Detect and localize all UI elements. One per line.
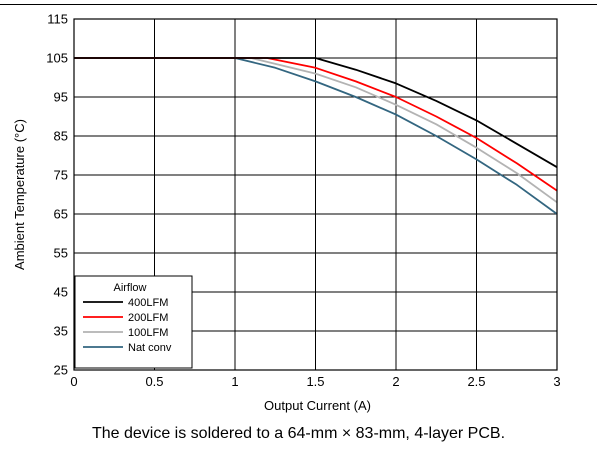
top-rule xyxy=(0,4,597,5)
y-tick-label: 115 xyxy=(47,12,68,27)
legend-label-400lfm: 400LFM xyxy=(128,297,168,309)
legend-box xyxy=(74,275,193,369)
y-tick-label: 65 xyxy=(54,207,68,222)
plot-frame xyxy=(73,18,558,371)
x-tick-label: 2 xyxy=(392,374,399,389)
legend-label-200lfm: 200LFM xyxy=(128,312,168,324)
legend-entries: 400LFM 200LFM 100LFM Nat conv xyxy=(83,297,172,354)
y-tick-label: 35 xyxy=(54,324,68,339)
legend-label-nat-conv: Nat conv xyxy=(128,342,172,354)
x-tick-label: 0.5 xyxy=(145,374,163,389)
series-line-nat-conv xyxy=(74,57,558,215)
x-tick-label: 1 xyxy=(231,374,238,389)
x-axis-title: Output Current (A) xyxy=(264,398,371,413)
x-tick-label: 1.5 xyxy=(306,374,324,389)
tick-labels: 0 0.5 1 1.5 2 2.5 3 25 35 45 55 65 75 85 95 105 115 xyxy=(46,12,560,390)
y-tick-label: 105 xyxy=(46,51,68,66)
y-tick-label: 55 xyxy=(54,246,68,261)
y-tick-label: 95 xyxy=(54,90,68,105)
series-line-400lfm xyxy=(74,57,558,168)
y-tick-label: 85 xyxy=(54,129,68,144)
series-lines xyxy=(74,57,558,215)
derating-chart: 0 0.5 1 1.5 2 2.5 3 25 35 45 55 65 75 85 95 105 115 Outp… xyxy=(12,12,561,414)
x-tick-label: 3 xyxy=(553,374,560,389)
y-axis-title: Ambient Temperature (°C) xyxy=(12,119,27,270)
legend-title: Airflow xyxy=(113,282,146,294)
legend-label-100lfm: 100LFM xyxy=(128,327,168,339)
y-tick-label: 75 xyxy=(54,168,68,183)
legend: Airflow 400LFM 200LFM 100LFM Nat conv xyxy=(74,275,193,369)
figure-caption: The device is soldered to a 64-mm × 83-m… xyxy=(91,425,506,442)
x-tick-label: 2.5 xyxy=(467,374,485,389)
y-tick-label: 45 xyxy=(54,285,68,300)
x-tick-label: 0 xyxy=(70,374,77,389)
y-tick-label: 25 xyxy=(54,363,68,378)
